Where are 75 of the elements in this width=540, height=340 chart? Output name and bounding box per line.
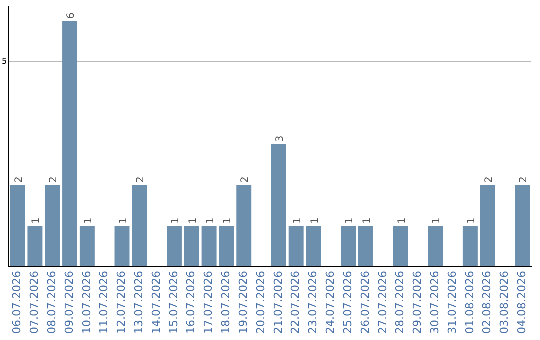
data-label: 1 — [432, 218, 443, 224]
data-label: 2 — [136, 176, 147, 184]
data-label: 3 — [274, 136, 286, 142]
x-tick-label: 30.07.2026 — [428, 271, 442, 334]
bar — [45, 185, 60, 267]
x-tick-label: 04.08.2026 — [516, 271, 529, 334]
bar — [114, 226, 130, 267]
bar — [306, 226, 322, 267]
bar — [428, 226, 444, 267]
data-label: 2 — [484, 176, 495, 184]
x-tick-label: 27.07.2026 — [376, 271, 390, 334]
data-label: 6 — [66, 12, 78, 20]
x-tick-label: 11.07.2026 — [98, 271, 111, 334]
bar — [236, 185, 252, 267]
x-tick-label: 29.07.2026 — [411, 271, 424, 334]
bar — [515, 185, 530, 267]
data-label: 2 — [518, 176, 530, 184]
x-tick-label: 12.07.2026 — [115, 271, 128, 334]
bar — [80, 226, 95, 267]
data-label: 1 — [466, 218, 478, 224]
data-label: 1 — [396, 218, 408, 224]
data-label: 1 — [205, 218, 216, 224]
x-tick-label: 17.07.2026 — [202, 271, 216, 334]
bar — [166, 226, 182, 267]
x-tick-label: 03.08.2026 — [498, 271, 512, 334]
data-label: 1 — [188, 218, 199, 224]
x-tick-label: 08.07.2026 — [45, 271, 58, 334]
data-label: 1 — [310, 218, 321, 224]
bar — [288, 226, 304, 267]
bar — [393, 226, 408, 267]
x-tick-label: 15.07.2026 — [167, 271, 180, 334]
bar — [462, 226, 478, 267]
data-label: 1 — [170, 218, 182, 224]
bar — [184, 226, 200, 267]
x-tick-label: 07.07.2026 — [28, 271, 42, 334]
x-tick-label: 09.07.2026 — [62, 271, 76, 334]
x-tick-label: 21.07.2026 — [272, 271, 285, 334]
bar — [202, 226, 217, 267]
bar — [358, 226, 374, 267]
x-tick-label: 18.07.2026 — [220, 271, 233, 334]
x-tick-label: 19.07.2026 — [236, 271, 250, 334]
bar — [480, 185, 496, 267]
data-label: 1 — [344, 218, 356, 224]
data-label: 1 — [222, 218, 234, 224]
bar — [132, 185, 148, 267]
x-tick-label: 06.07.2026 — [10, 271, 24, 334]
bar — [62, 21, 78, 267]
x-tick-label: 24.07.2026 — [324, 271, 338, 334]
bar — [28, 226, 43, 267]
data-label: 1 — [31, 218, 42, 224]
x-tick-label: 13.07.2026 — [132, 271, 146, 334]
x-tick-label: 02.08.2026 — [480, 271, 494, 334]
bar — [219, 226, 234, 267]
data-label: 1 — [83, 218, 94, 224]
bar — [341, 226, 356, 267]
x-tick-label: 31.07.2026 — [446, 271, 459, 334]
x-tick-label: 28.07.2026 — [394, 271, 407, 334]
x-tick-label: 16.07.2026 — [184, 271, 198, 334]
data-label: 2 — [48, 176, 60, 184]
bar — [10, 185, 26, 267]
data-label: 1 — [362, 218, 373, 224]
bar — [271, 144, 286, 267]
data-label: 1 — [118, 218, 130, 224]
data-label: 1 — [292, 218, 304, 224]
x-tick-label: 14.07.2026 — [150, 271, 163, 334]
data-label: 2 — [240, 176, 252, 184]
x-tick-label: 25.07.2026 — [341, 271, 354, 334]
x-tick-label: 10.07.2026 — [80, 271, 94, 334]
x-tick-label: 23.07.2026 — [306, 271, 320, 334]
y-tick-label: 5 — [2, 57, 8, 66]
data-label: 2 — [14, 176, 25, 184]
x-tick-label: 26.07.2026 — [358, 271, 372, 334]
x-tick-label: 01.08.2026 — [463, 271, 476, 334]
x-tick-label: 20.07.2026 — [254, 271, 268, 334]
x-tick-label: 22.07.2026 — [289, 271, 302, 334]
